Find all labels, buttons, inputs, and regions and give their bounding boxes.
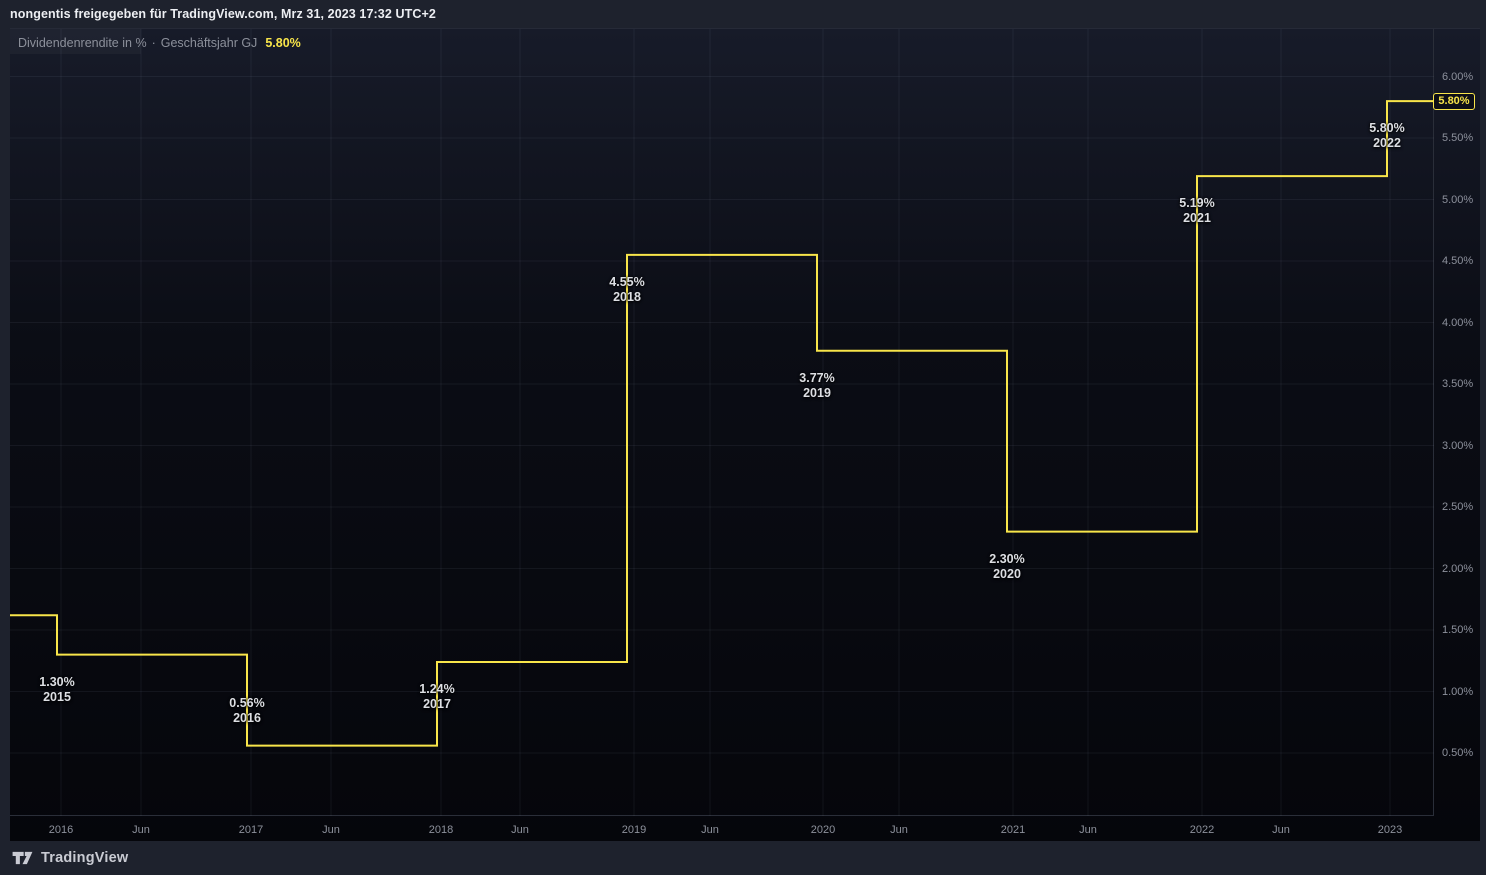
time-axis-tick-label: Jun (701, 823, 719, 836)
tradingview-brand-text: TradingView (41, 850, 129, 866)
time-axis-tick-label: 2023 (1377, 823, 1403, 836)
price-axis-tick-label: 0.50% (1442, 747, 1474, 759)
legend-series-title[interactable]: Dividendenrendite in % (18, 36, 147, 50)
time-axis-tick-label: Jun (1079, 823, 1097, 836)
price-axis-tick-label: 2.50% (1442, 501, 1474, 513)
price-axis-tick-label: 5.50% (1442, 132, 1474, 144)
gridlines (10, 29, 1434, 816)
plot-area[interactable] (10, 29, 1434, 816)
time-axis-tick-label: Jun (1272, 823, 1290, 836)
legend-series-subtitle: Geschäftsjahr GJ (160, 36, 258, 50)
price-axis-tick-label: 4.00% (1442, 316, 1474, 329)
tradingview-logo-icon (12, 851, 33, 865)
data-point-label: 1.24% 2017 (419, 681, 455, 711)
time-axis-tick-label: Jun (890, 823, 908, 836)
watermark-text: nongentis freigegeben für TradingView.co… (10, 7, 436, 21)
last-price-text: 5.80% (1438, 95, 1470, 108)
data-point-label: 1.30% 2015 (39, 674, 75, 704)
legend[interactable]: Dividendenrendite in % · Geschäftsjahr G… (18, 36, 301, 54)
time-axis-tick-label: 2016 (48, 823, 74, 836)
bottom-bar: TradingView (0, 841, 1486, 875)
price-axis-tick-label: 6.00% (1442, 70, 1474, 83)
legend-last-value: 5.80% (265, 36, 301, 50)
time-axis-tick-label: 2017 (238, 823, 264, 836)
time-axis-tick-label: Jun (511, 823, 529, 836)
price-axis-tick-label: 3.50% (1442, 378, 1474, 390)
legend-separator: · (151, 36, 156, 50)
time-axis-tick-label: 2021 (1000, 823, 1026, 836)
dividend-yield-step-line[interactable] (10, 100, 1434, 747)
data-point-label: 0.56% 2016 (229, 695, 265, 725)
price-axis-tick-label: 1.50% (1442, 624, 1474, 636)
time-axis-tick-label: 2019 (621, 823, 647, 836)
data-point-label: 4.55% 2018 (609, 274, 645, 304)
top-bar: nongentis freigegeben für TradingView.co… (0, 0, 1486, 28)
price-axis-tick-label: 2.00% (1442, 562, 1474, 575)
tradingview-brand-link[interactable]: TradingView (12, 850, 128, 866)
data-point-label: 3.77% 2019 (799, 370, 835, 400)
time-axis-tick-label: 2020 (810, 823, 836, 836)
time-axis[interactable]: 2016 Jun 2017 Jun 2018 Jun 2019 Jun 2020 Jun 2021 J… (10, 817, 1434, 842)
time-axis-tick-label: Jun (132, 823, 150, 836)
price-axis-tick-label: 4.50% (1442, 255, 1474, 267)
time-axis-tick-label: 2018 (428, 823, 454, 836)
price-axis-tick-label: 3.00% (1442, 439, 1474, 452)
price-axis-tick-label: 5.00% (1442, 193, 1474, 206)
data-point-label: 5.19% 2021 (1179, 196, 1215, 226)
chart-frame: 1.30% 2015 0.56% 2016 1.24% 2017 4.55% 2018 3.77… (10, 28, 1480, 841)
chart-pane[interactable]: 1.30% 2015 0.56% 2016 1.24% 2017 4.55% 2018 3.77… (10, 29, 1434, 816)
data-point-label: 2.30% 2020 (989, 551, 1025, 581)
last-price-label: 5.80% (1433, 92, 1475, 110)
data-point-label: 5.80% 2022 (1369, 121, 1405, 151)
price-axis-tick-label: 1.00% (1442, 685, 1474, 698)
time-axis-tick-label: Jun (322, 823, 340, 836)
time-axis-tick-label: 2022 (1189, 823, 1215, 836)
price-axis[interactable]: 5.80% 6.00% 5.50% 5.00% 4.50% 4.00% 3.50% 3.00… (1433, 29, 1480, 816)
